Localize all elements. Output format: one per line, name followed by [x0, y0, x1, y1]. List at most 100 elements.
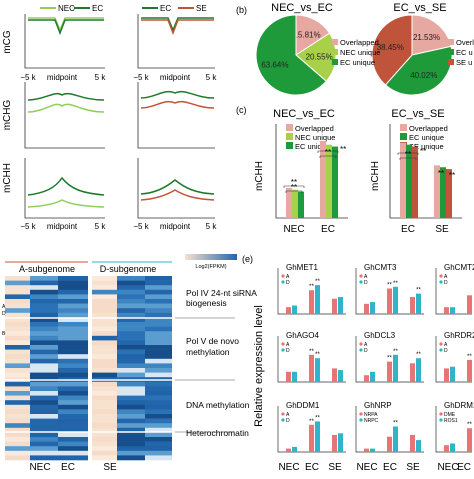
heatmap-cell — [117, 400, 145, 406]
heatmap-cell — [30, 349, 58, 355]
heatmap-cell — [145, 312, 172, 318]
pie2-legend-swatch-2 — [448, 49, 454, 55]
heatmap-cell — [5, 372, 30, 378]
heatmap-cells — [5, 276, 235, 461]
expr-legend-label: A — [444, 342, 448, 348]
expr-sig-star: ** — [315, 415, 320, 421]
heatmap-cell — [92, 409, 117, 415]
bar1-legend-swatch-2 — [286, 133, 293, 140]
heatmap-cell — [92, 372, 117, 378]
expr-bar — [364, 375, 369, 382]
heatmap-cell — [92, 391, 117, 396]
heatmap-cell — [5, 386, 30, 392]
sig-star-7: ** — [438, 169, 444, 178]
expr-ylabel: Relative expression level — [253, 305, 265, 427]
pie2-legend-swatch-3 — [448, 59, 454, 65]
heatmap-cell — [30, 437, 58, 442]
heatmap-cell — [145, 404, 172, 410]
expr-legend-dot — [281, 274, 285, 278]
heat-cat-1b: biogenesis — [186, 298, 227, 308]
expr-bar — [416, 293, 421, 314]
axis-mcg-left — [24, 14, 105, 69]
axis-mcg-right — [137, 14, 215, 69]
heatmap-cell — [58, 450, 88, 456]
sig-star-6: ** — [420, 147, 426, 156]
heatmap-cell — [30, 409, 58, 415]
heatmap-cell — [5, 423, 30, 429]
gene-title-2: GhCMT3 — [364, 263, 397, 272]
bar-l-1-2 — [332, 146, 338, 218]
bar-ylabel-2: mCHH — [370, 161, 381, 191]
heatmap-cell — [58, 303, 88, 309]
bar1-legend-swatch-3 — [286, 142, 293, 149]
expr-sig-star: ** — [393, 421, 398, 427]
expr-legend-label: D — [286, 418, 290, 424]
expr-x-nec: NEC — [278, 462, 299, 473]
heatmap-cell — [145, 276, 172, 281]
bar1-legend-3: EC unique — [295, 142, 330, 151]
heatmap-cell — [145, 386, 172, 392]
axis-mchh-right — [137, 158, 215, 219]
heatmap-cell — [5, 414, 30, 419]
heatmap-cell — [5, 308, 30, 314]
expr-axis — [355, 406, 424, 453]
profile-mcg-se — [141, 19, 214, 36]
heatmap-cell — [58, 331, 88, 337]
heatmap-header-d: D-subgenome — [100, 264, 157, 274]
profile-mchg-ec-2 — [140, 90, 215, 99]
heatmap-cell — [117, 280, 145, 286]
legend-nec: NEC — [58, 4, 75, 13]
heatmap-cell — [5, 400, 30, 406]
heatmap-cell — [92, 404, 117, 410]
heatmap-cell — [5, 409, 30, 415]
expr-legend-dot — [439, 348, 443, 352]
expr-legend-dot — [439, 418, 443, 422]
expr-legend-label: D — [286, 348, 290, 354]
heatmap-cell — [92, 326, 117, 332]
heatmap-cell — [92, 280, 117, 286]
expr-bar — [292, 371, 297, 382]
expr-bar — [393, 426, 398, 452]
expr-legend-label: A — [444, 274, 448, 280]
panel-label-c: (c) — [236, 105, 247, 115]
sig-star-8: ** — [449, 171, 455, 180]
expr-x-se-2: SE — [406, 462, 420, 473]
expr-legend-label: D — [364, 348, 368, 354]
heatmap-cell — [145, 294, 172, 300]
heatmap-cell — [145, 349, 172, 355]
heatmap-cell — [58, 432, 88, 438]
expr-axis — [277, 406, 346, 453]
heatmap-cell — [145, 395, 172, 401]
xtick-mchh-l-2: midpoint — [47, 222, 78, 231]
heatmap-cell — [92, 285, 117, 291]
legend-ec-2: EC — [160, 4, 171, 13]
heatmap-cell — [58, 345, 88, 350]
heatmap-cell — [117, 395, 145, 401]
expr-bar — [444, 368, 449, 382]
heatmap-cell — [5, 335, 30, 341]
heatmap-cell — [58, 414, 88, 419]
heatmap-cell — [30, 372, 58, 378]
heatmap-cell — [145, 335, 172, 341]
profile-mchg-ec — [27, 92, 105, 101]
expr-legend-dot — [281, 342, 285, 346]
heatmap-cell — [145, 345, 172, 350]
heatmap-cell — [5, 349, 30, 355]
heatmap-cell — [117, 317, 145, 323]
profile-mcg-ec-2 — [141, 17, 214, 32]
pie-title-2: EC_vs_SE — [393, 2, 446, 14]
heatmap-cell — [5, 418, 30, 424]
expr-x-nec-3: NEC — [437, 462, 458, 473]
heatmap-cell — [58, 418, 88, 424]
expr-legend-label: A — [286, 274, 290, 280]
expr-sig-star: ** — [309, 284, 314, 290]
expr-x-se: SE — [328, 462, 342, 473]
heatmap-cell — [92, 432, 117, 438]
heatmap-cell — [117, 363, 145, 369]
heatmap-cell — [30, 331, 58, 337]
expr-bar — [444, 307, 449, 314]
xtick-mcg-r-1: −5 k — [133, 73, 149, 82]
heatmap-cell — [5, 322, 30, 327]
expr-bar — [292, 305, 297, 314]
